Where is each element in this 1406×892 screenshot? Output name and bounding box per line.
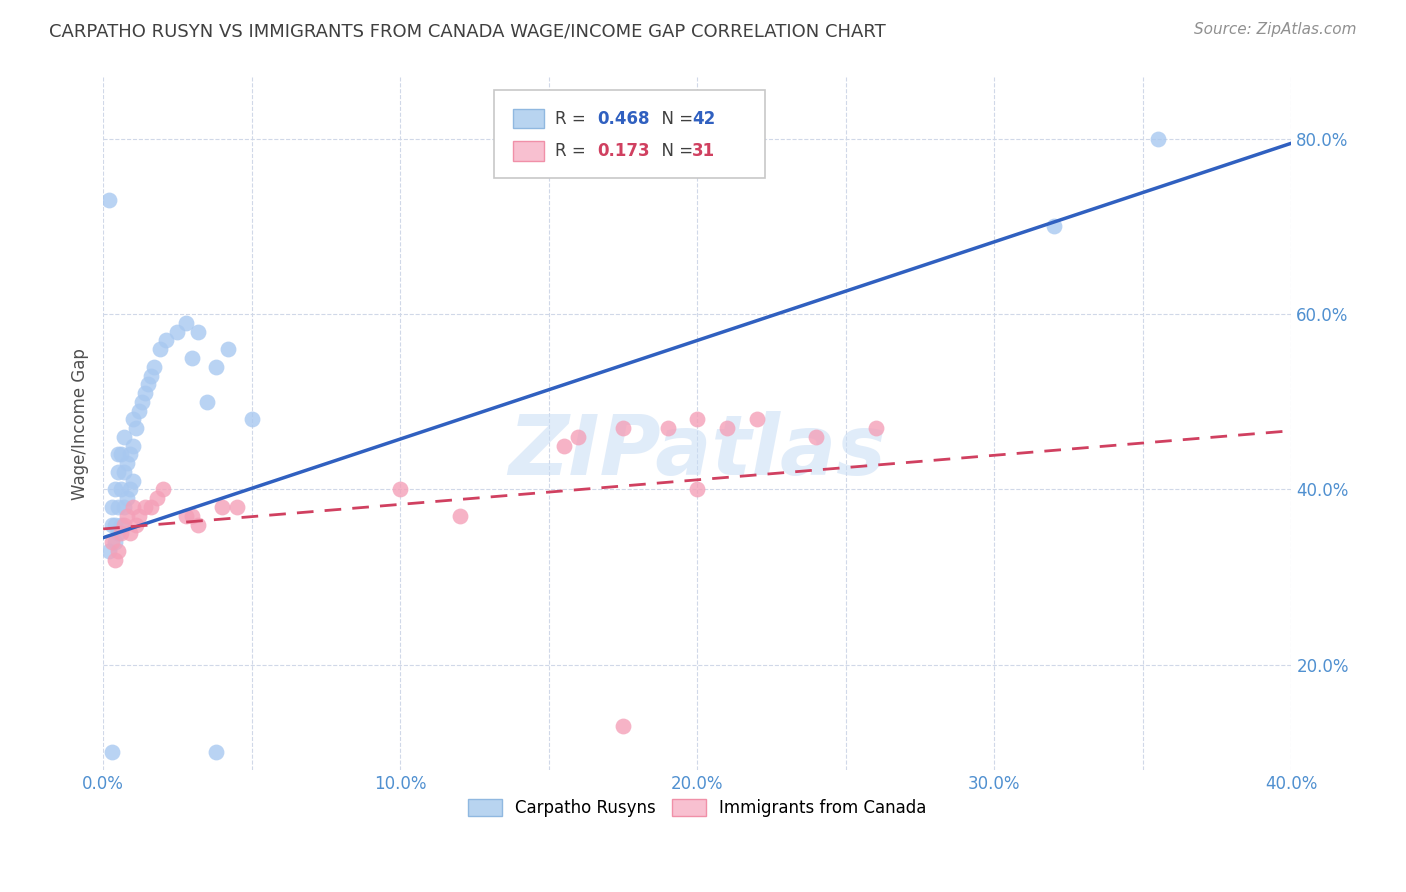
Point (139, 368, 162, 383)
Point (125, 517, 148, 532)
Point (152, 483, 174, 497)
Point (121, 439, 143, 453)
Point (745, 412, 768, 426)
Text: ZIPatlas: ZIPatlas (509, 411, 886, 491)
Point (686, 412, 709, 426)
Point (686, 483, 709, 497)
Point (118, 526, 141, 541)
Point (101, 535, 124, 549)
Text: 0.468: 0.468 (598, 110, 650, 128)
Text: R =: R = (555, 142, 592, 160)
Point (205, 746, 228, 760)
Point (657, 421, 679, 435)
Point (225, 500, 247, 514)
Point (128, 403, 150, 417)
Y-axis label: Wage/Income Gap: Wage/Income Gap (72, 348, 89, 500)
Point (118, 447, 141, 461)
Text: N =: N = (651, 110, 699, 128)
Point (110, 483, 132, 497)
Point (98, 193, 121, 207)
Point (205, 359, 228, 374)
Point (98, 544, 121, 558)
Point (195, 394, 218, 409)
Point (104, 517, 127, 532)
Point (118, 483, 141, 497)
Point (112, 465, 135, 479)
Point (104, 552, 127, 566)
Point (187, 517, 209, 532)
Text: CARPATHO RUSYN VS IMMIGRANTS FROM CANADA WAGE/INCOME GAP CORRELATION CHART: CARPATHO RUSYN VS IMMIGRANTS FROM CANADA… (49, 22, 886, 40)
Point (115, 491, 138, 506)
Point (166, 325, 188, 339)
Point (240, 412, 263, 426)
Point (211, 500, 233, 514)
Text: 31: 31 (692, 142, 714, 160)
Point (176, 508, 198, 523)
Point (1042, 219, 1064, 234)
Point (139, 500, 162, 514)
Point (134, 386, 156, 401)
Point (449, 508, 471, 523)
Point (145, 491, 167, 506)
Point (217, 342, 239, 356)
Point (107, 544, 129, 558)
Point (121, 500, 143, 514)
Point (155, 334, 177, 348)
Point (553, 439, 575, 453)
Point (101, 517, 124, 532)
Point (389, 483, 412, 497)
Point (181, 351, 204, 365)
Point (110, 526, 132, 541)
Point (110, 447, 132, 461)
Point (125, 421, 148, 435)
Point (112, 430, 135, 444)
Point (142, 359, 165, 374)
Point (181, 508, 204, 523)
Point (101, 746, 124, 760)
Point (1146, 132, 1168, 146)
Point (107, 500, 129, 514)
Point (176, 316, 198, 330)
Point (865, 421, 887, 435)
Legend: Carpatho Rusyns, Immigrants from Canada: Carpatho Rusyns, Immigrants from Canada (461, 792, 934, 824)
Point (121, 412, 143, 426)
Point (115, 508, 138, 523)
Text: 42: 42 (692, 110, 716, 128)
Text: R =: R = (555, 110, 592, 128)
Point (112, 500, 135, 514)
Point (101, 500, 124, 514)
Point (121, 474, 143, 488)
Point (107, 465, 129, 479)
Point (567, 430, 589, 444)
Point (612, 719, 634, 733)
Point (716, 421, 738, 435)
Point (107, 526, 129, 541)
Point (110, 517, 132, 532)
Point (612, 421, 634, 435)
Text: N =: N = (651, 142, 699, 160)
Point (187, 325, 209, 339)
Point (115, 456, 138, 470)
Point (134, 500, 156, 514)
Point (804, 430, 827, 444)
Text: Source: ZipAtlas.com: Source: ZipAtlas.com (1194, 22, 1357, 37)
Point (104, 535, 127, 549)
Text: 0.173: 0.173 (598, 142, 650, 160)
Point (148, 342, 170, 356)
Point (112, 517, 135, 532)
Point (128, 508, 150, 523)
Point (104, 483, 127, 497)
Point (131, 394, 153, 409)
Point (107, 447, 129, 461)
Point (136, 377, 159, 392)
